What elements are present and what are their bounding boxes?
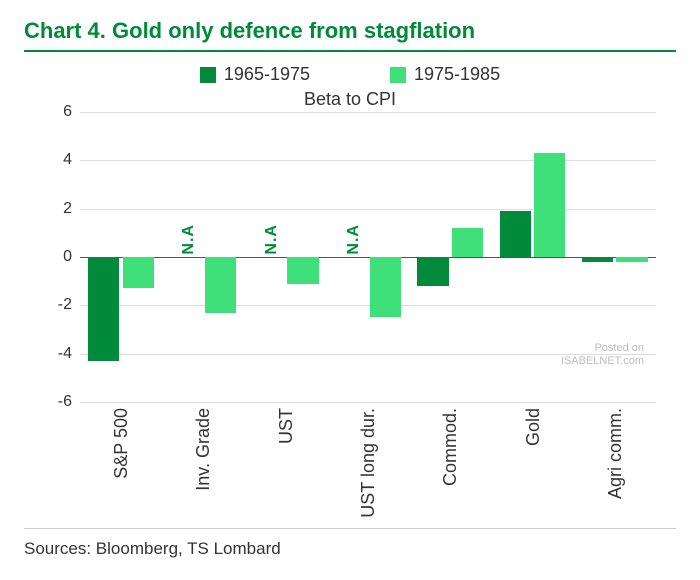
legend-swatch-a — [200, 67, 216, 83]
bar-b — [205, 257, 236, 313]
bar-a — [88, 257, 119, 361]
x-label: Inv. Grade — [193, 408, 214, 491]
category-group: N.A — [245, 112, 327, 402]
y-tick: 4 — [63, 151, 72, 169]
bar-b — [123, 257, 154, 288]
category-group: N.A — [327, 112, 409, 402]
na-label: N.A — [263, 224, 281, 255]
watermark-line1: Posted on — [561, 342, 644, 355]
chart-title: Chart 4. Gold only defence from stagflat… — [24, 18, 676, 44]
footer-divider — [24, 528, 676, 529]
x-label: Agri comm. — [605, 408, 626, 499]
watermark-line2: ISABELNET.com — [561, 355, 644, 368]
category-group — [409, 112, 491, 402]
category-group: N.A — [162, 112, 244, 402]
bar-a — [417, 257, 448, 286]
legend: 1965-1975 1975-1985 — [24, 64, 676, 85]
x-label: Gold — [523, 408, 544, 446]
x-axis-labels: S&P 500 Inv. Grade UST UST long dur. Commod.… — [80, 402, 656, 522]
legend-swatch-b — [390, 67, 406, 83]
legend-label-a: 1965-1975 — [224, 64, 310, 85]
legend-item-b: 1975-1985 — [390, 64, 500, 85]
bar-b — [287, 257, 318, 284]
bar-a — [500, 211, 531, 257]
y-tick: -2 — [58, 296, 72, 314]
x-label: S&P 500 — [111, 408, 132, 479]
legend-label-b: 1975-1985 — [414, 64, 500, 85]
y-tick: -6 — [58, 393, 72, 411]
na-label: N.A — [180, 224, 198, 255]
y-tick: 6 — [63, 103, 72, 121]
x-label: UST — [276, 408, 297, 444]
y-tick: 0 — [63, 248, 72, 266]
watermark: Posted on ISABELNET.com — [561, 342, 644, 368]
bar-b — [370, 257, 401, 317]
bar-a — [582, 257, 613, 262]
legend-item-a: 1965-1975 — [200, 64, 310, 85]
sources-text: Sources: Bloomberg, TS Lombard — [24, 539, 676, 559]
y-tick: 2 — [63, 200, 72, 218]
bar-b — [534, 153, 565, 257]
y-tick: -4 — [58, 345, 72, 363]
y-axis: 6420-2-4-6 — [24, 112, 80, 402]
x-label: Commod. — [440, 408, 461, 486]
chart-area: 6420-2-4-6 N.AN.AN.A Posted on ISABELNET… — [24, 112, 676, 402]
bar-b — [616, 257, 647, 262]
na-label: N.A — [345, 224, 363, 255]
chart-subtitle: Beta to CPI — [24, 89, 676, 110]
x-label: UST long dur. — [358, 408, 379, 518]
category-group — [80, 112, 162, 402]
bar-b — [452, 228, 483, 257]
title-underline — [24, 50, 676, 52]
